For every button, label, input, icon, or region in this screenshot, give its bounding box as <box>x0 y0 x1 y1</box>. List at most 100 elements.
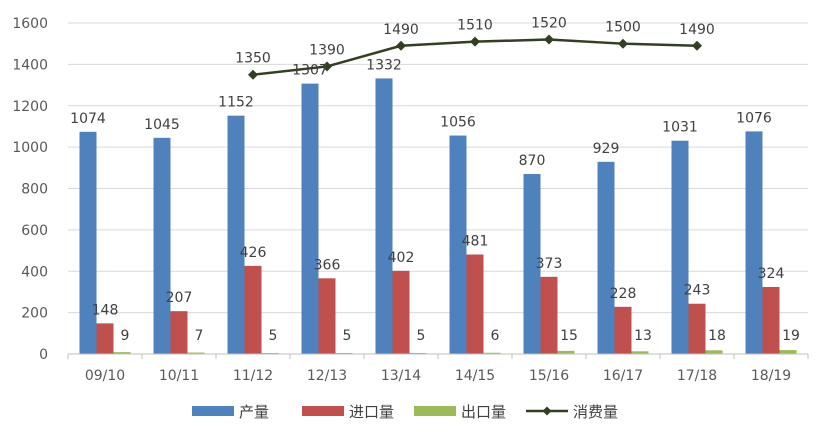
legend-swatch <box>414 406 456 416</box>
bar-1 <box>671 140 689 354</box>
bar-1 <box>597 161 615 354</box>
data-label: 929 <box>593 141 620 157</box>
data-label: 481 <box>462 233 489 249</box>
bar-1 <box>745 131 763 354</box>
bar-1 <box>449 135 467 354</box>
data-label: 1510 <box>457 18 493 34</box>
bar-2 <box>540 276 558 354</box>
data-label: 18 <box>708 328 726 344</box>
x-tick-label: 13/14 <box>381 368 421 384</box>
bar-3 <box>705 350 723 354</box>
y-tick-label: 600 <box>21 223 48 239</box>
legend-swatch <box>192 406 234 416</box>
legend-label: 出口量 <box>461 403 506 421</box>
data-label: 6 <box>491 328 500 344</box>
bar-1 <box>153 137 171 354</box>
bar-3 <box>631 351 649 354</box>
data-label: 1390 <box>309 42 345 58</box>
line-marker <box>470 36 480 47</box>
x-tick-label: 16/17 <box>603 368 643 384</box>
data-label: 366 <box>314 257 341 273</box>
legend-label: 进口量 <box>349 403 394 421</box>
bar-3 <box>779 350 797 354</box>
x-tick-label: 14/15 <box>455 368 495 384</box>
data-label: 1350 <box>235 51 271 67</box>
data-label: 5 <box>417 328 426 344</box>
bar-1 <box>375 78 393 354</box>
bar-3 <box>113 352 131 354</box>
line-marker <box>396 40 406 51</box>
line-marker <box>322 61 332 72</box>
bar-2 <box>244 265 262 354</box>
bar-1 <box>227 115 245 355</box>
x-tick-labels: 09/10 10/11 11/12 12/13 13/14 14/15 15/16 16/17… <box>85 368 791 384</box>
y-tick-label: 200 <box>21 306 48 322</box>
data-label: 402 <box>388 250 415 266</box>
bar-1 <box>79 131 97 354</box>
bar-2 <box>318 278 336 354</box>
line-marker <box>692 40 702 51</box>
data-label: 1500 <box>605 20 641 36</box>
bar-3 <box>409 352 427 354</box>
data-label: 426 <box>240 245 267 261</box>
x-tick-label: 11/12 <box>233 368 273 384</box>
legend-label: 产量 <box>239 403 269 421</box>
line-marker <box>618 38 628 49</box>
data-label: 243 <box>684 283 711 299</box>
data-label: 148 <box>92 302 119 318</box>
data-label: 1490 <box>679 22 715 38</box>
x-tick-label: 10/11 <box>159 368 199 384</box>
bar-2 <box>96 323 114 354</box>
data-label: 870 <box>519 153 546 169</box>
bar-3 <box>557 350 575 354</box>
line-layer <box>248 34 702 80</box>
legend-marker <box>542 406 552 416</box>
data-label: 19 <box>782 328 800 344</box>
line-marker <box>544 34 554 45</box>
bar-layer <box>79 78 797 355</box>
axis-layer <box>67 353 809 359</box>
data-label: 1031 <box>662 120 698 136</box>
data-label: 1520 <box>531 16 567 32</box>
data-label: 13 <box>634 328 652 344</box>
data-label: 9 <box>121 328 130 344</box>
bar-2 <box>614 306 632 354</box>
data-label: 5 <box>269 328 278 344</box>
legend: 产量 进口量 出口量 消费量 <box>192 403 618 421</box>
data-label: 1074 <box>70 111 106 127</box>
x-tick-label: 15/16 <box>529 368 569 384</box>
data-label: 5 <box>343 328 352 344</box>
bar-3 <box>483 352 501 354</box>
data-label: 1332 <box>366 57 402 73</box>
data-label: 15 <box>560 328 578 344</box>
data-label-layer: 1074 1045 1152 1307 1332 1056 870 929 1031 1076 14… <box>70 16 800 344</box>
y-tick-labels: 0 200 400 600 800 1000 1200 1400 1600 <box>12 16 48 363</box>
bar-2 <box>466 254 484 354</box>
bar-3 <box>261 352 279 354</box>
data-label: 228 <box>610 286 637 302</box>
data-label: 1152 <box>218 95 254 111</box>
y-tick-label: 1600 <box>12 16 48 32</box>
bar-1 <box>301 83 319 354</box>
data-label: 1045 <box>144 117 180 133</box>
x-tick-label: 18/19 <box>751 368 791 384</box>
y-tick-label: 1000 <box>12 140 48 156</box>
grid-layer <box>68 22 808 314</box>
bar-2 <box>170 311 188 354</box>
y-tick-label: 1400 <box>12 57 48 73</box>
data-label: 1056 <box>440 115 476 131</box>
legend-label: 消费量 <box>573 403 618 421</box>
data-label: 1490 <box>383 22 419 38</box>
data-label: 7 <box>195 328 204 344</box>
data-label: 1307 <box>292 63 328 79</box>
y-tick-label: 0 <box>39 347 48 363</box>
data-label: 324 <box>758 266 785 282</box>
data-label: 373 <box>536 256 563 272</box>
bar-2 <box>392 270 410 354</box>
bar-3 <box>187 352 205 354</box>
y-tick-label: 400 <box>21 264 48 280</box>
x-tick-label: 17/18 <box>677 368 717 384</box>
bar-2 <box>688 303 706 354</box>
